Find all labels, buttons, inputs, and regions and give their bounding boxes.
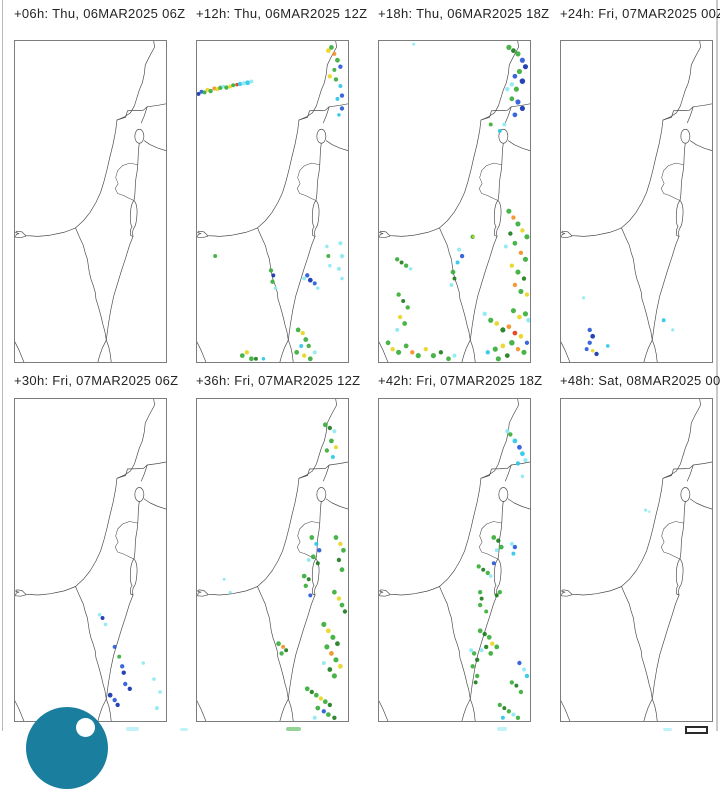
panel-title-24h: +24h: Fri, 07MAR2025 00Z bbox=[560, 6, 720, 21]
forecast-map-30h bbox=[14, 398, 167, 722]
panel-title-36h: +36h: Fri, 07MAR2025 12Z bbox=[196, 373, 361, 388]
forecast-map-36h bbox=[196, 398, 349, 722]
accessibility-widget-button[interactable] bbox=[26, 707, 108, 789]
panel-title-18h: +18h: Thu, 06MAR2025 18Z bbox=[378, 6, 550, 21]
accessibility-person-icon bbox=[76, 718, 95, 737]
forecast-map-42h bbox=[378, 398, 531, 722]
panel-title-48h: +48h: Sat, 08MAR2025 00Z bbox=[560, 373, 720, 388]
forecast-map-06h bbox=[14, 40, 167, 363]
page-left-border bbox=[2, 0, 3, 731]
forecast-map-48h bbox=[560, 398, 713, 722]
forecast-map-18h bbox=[378, 40, 531, 363]
panel-title-42h: +42h: Fri, 07MAR2025 18Z bbox=[378, 373, 543, 388]
panel-title-30h: +30h: Fri, 07MAR2025 06Z bbox=[14, 373, 179, 388]
panel-title-06h: +06h: Thu, 06MAR2025 06Z bbox=[14, 6, 186, 21]
page-right-border bbox=[716, 0, 718, 731]
panel-title-12h: +12h: Thu, 06MAR2025 12Z bbox=[196, 6, 368, 21]
forecast-map-24h bbox=[560, 40, 713, 363]
cutoff-panel-corner bbox=[685, 726, 708, 734]
forecast-map-12h bbox=[196, 40, 349, 363]
